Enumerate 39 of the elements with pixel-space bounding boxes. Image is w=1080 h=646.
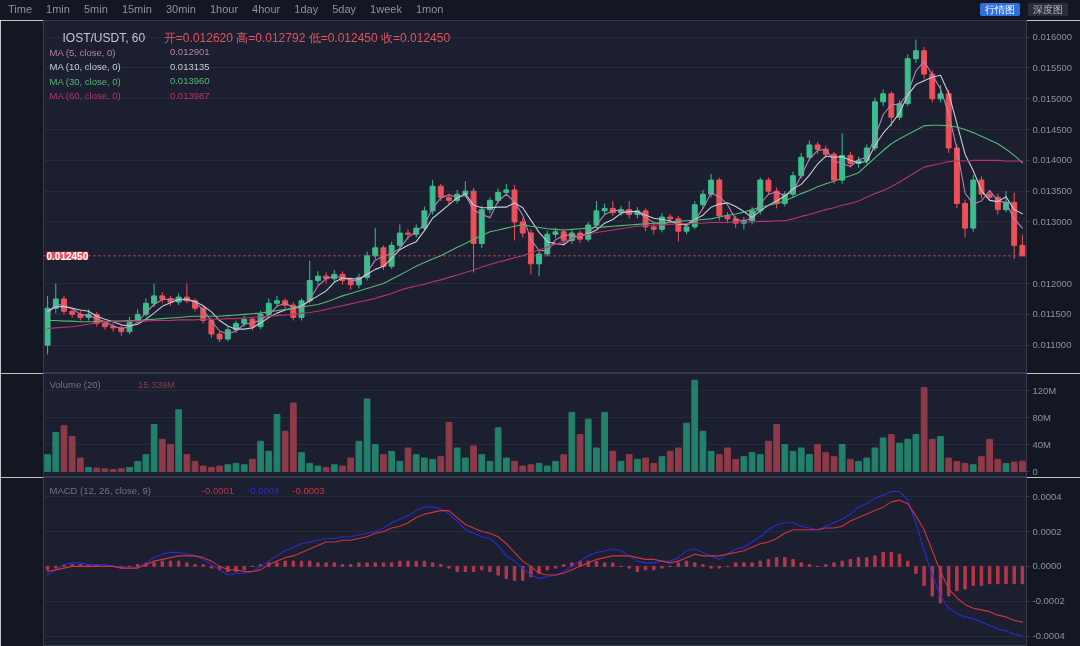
text: MA (60, close, 0) — [49, 90, 121, 101]
y-tick-label: 0.011000 — [1032, 339, 1072, 351]
y-tick-label: 0.012000 — [1032, 277, 1073, 289]
y-tick-label: 0.016000 — [1032, 31, 1073, 43]
text: 深度图 — [1028, 3, 1068, 17]
text: 开=0.012620 高=0.012792 低=0.012450 收=0.012450 — [163, 30, 451, 45]
ref-line-label: 0.012450 — [46, 250, 89, 262]
y-tick-label: 0.0002 — [1032, 525, 1062, 537]
text: MA (10, close, 0) — [49, 61, 121, 72]
annotation: -0.0003 — [292, 484, 325, 496]
y-tick-label: 0.015500 — [1032, 61, 1073, 73]
y-tick-label: 0.013000 — [1032, 215, 1073, 227]
annotation: 0.013960 — [169, 75, 210, 86]
y-tick-label: 0.014000 — [1032, 154, 1073, 166]
y-tick-label: 0.0004 — [1032, 490, 1062, 502]
y-tick-label: 0.0000 — [1032, 560, 1062, 572]
annotation: -0.0004 — [247, 484, 280, 496]
y-tick-label: 0.013500 — [1032, 185, 1073, 197]
text: MACD (12, 26, close, 9) — [49, 485, 151, 496]
y-tick-label: 0.011500 — [1032, 308, 1072, 320]
annotation: 0.013135 — [169, 60, 210, 72]
y-tick-label: -0.0002 — [1032, 595, 1065, 607]
text: 行情图 — [980, 3, 1020, 17]
y-tick-label: 0.015000 — [1032, 92, 1073, 104]
y-tick-label: 80M — [1032, 412, 1052, 424]
y-tick-label: 40M — [1032, 439, 1052, 451]
y-tick-label: 120M — [1032, 385, 1057, 397]
y-tick-label: 0 — [1032, 465, 1038, 477]
annotation: 0.013987 — [169, 89, 210, 101]
text: MA (5, close, 0) — [49, 46, 116, 58]
annotation: -0.0001 — [201, 484, 235, 496]
y-tick-label: 0.014500 — [1032, 123, 1073, 135]
text: Volume (20) — [49, 379, 101, 390]
annotation: 15.339M — [138, 379, 176, 390]
text: MA (30, close, 0) — [49, 75, 121, 87]
annotation: 0.012901 — [169, 46, 210, 57]
y-tick-label: -0.0004 — [1032, 630, 1065, 642]
text: IOST/USDT, 60 — [62, 30, 146, 45]
text: Time 1min 5min 15min 30min 1hour 4hour 1day 5day 1week 1mon — [8, 2, 444, 18]
